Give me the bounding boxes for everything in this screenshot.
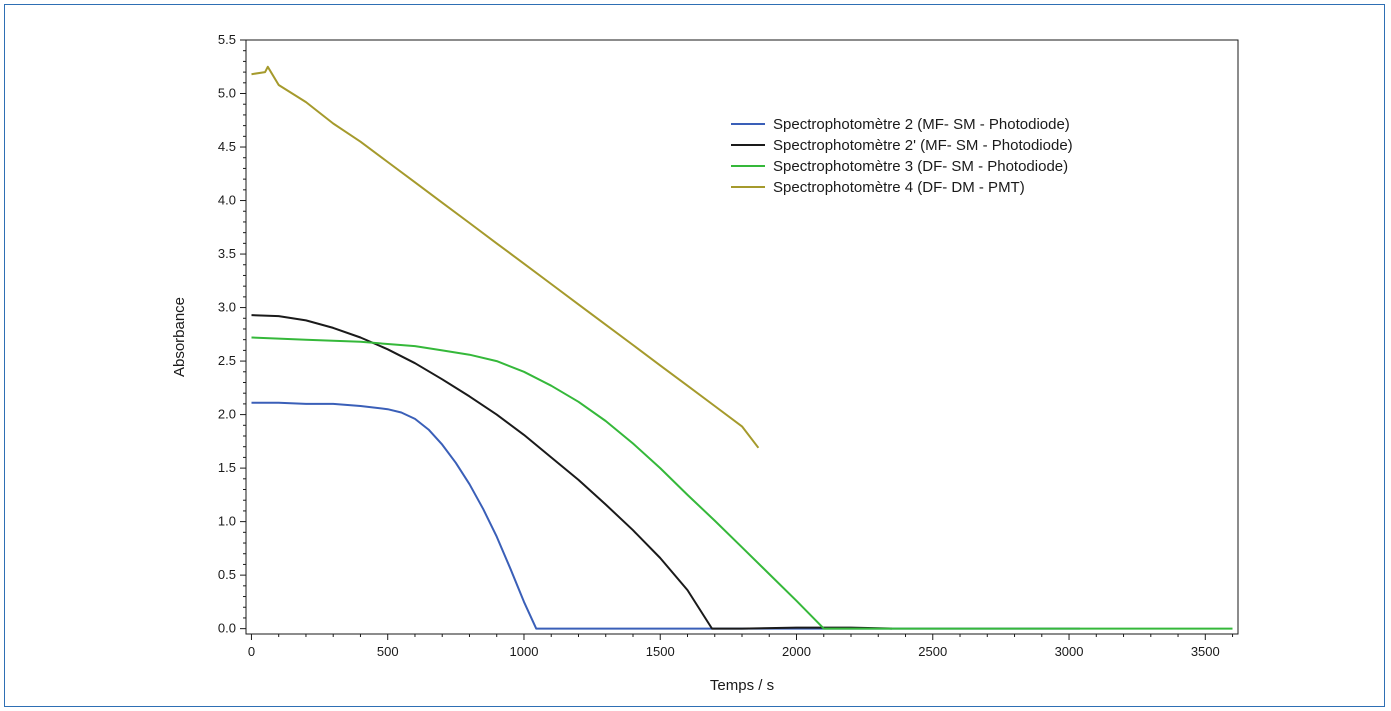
y-tick-label: 4.0 bbox=[218, 193, 236, 208]
legend-label: Spectrophotomètre 4 (DF- DM - PMT) bbox=[773, 179, 1025, 196]
y-tick-label: 5.0 bbox=[218, 86, 236, 101]
x-tick-label: 2000 bbox=[782, 644, 811, 659]
x-axis-label: Temps / s bbox=[710, 677, 774, 694]
x-tick-label: 0 bbox=[248, 644, 255, 659]
y-tick-label: 2.0 bbox=[218, 407, 236, 422]
y-axis-label: Absorbance bbox=[171, 297, 188, 377]
y-tick-label: 3.5 bbox=[218, 246, 236, 261]
y-tick-label: 1.0 bbox=[218, 514, 236, 529]
series-line-4 bbox=[251, 65, 760, 449]
y-tick-label: 0.0 bbox=[218, 621, 236, 636]
x-axis: 0 500 1000 1500 2000 2500 3000 3500 bbox=[248, 634, 1234, 659]
series-layer bbox=[251, 65, 1233, 630]
y-tick-label: 5.5 bbox=[218, 32, 236, 47]
x-tick-label: 3000 bbox=[1055, 644, 1084, 659]
legend: Spectrophotomètre 2 (MF- SM - Photodiode… bbox=[731, 116, 1073, 196]
x-tick-label: 2500 bbox=[918, 644, 947, 659]
plot-area bbox=[245, 39, 1239, 635]
figure-frame bbox=[4, 4, 1385, 707]
x-tick-label: 3500 bbox=[1191, 644, 1220, 659]
y-tick-label: 2.5 bbox=[218, 353, 236, 368]
series-line-3 bbox=[251, 336, 1233, 630]
series-line-2 bbox=[251, 314, 892, 630]
y-tick-label: 3.0 bbox=[218, 300, 236, 315]
series-line-1 bbox=[251, 401, 1080, 630]
legend-label: Spectrophotomètre 2 (MF- SM - Photodiode… bbox=[773, 116, 1070, 133]
x-tick-label: 1500 bbox=[646, 644, 675, 659]
x-tick-label: 500 bbox=[377, 644, 399, 659]
y-tick-label: 1.5 bbox=[218, 460, 236, 475]
x-tick-label: 1000 bbox=[510, 644, 539, 659]
y-tick-label: 4.5 bbox=[218, 139, 236, 154]
y-tick-label: 0.5 bbox=[218, 567, 236, 582]
y-axis: 0.0 0.5 1.0 1.5 2.0 2.5 3.0 3.5 4.0 4.5 5.0 5.5 bbox=[218, 32, 246, 636]
legend-label: Spectrophotomètre 3 (DF- SM - Photodiode… bbox=[773, 158, 1068, 175]
legend-label: Spectrophotomètre 2' (MF- SM - Photodiod… bbox=[773, 137, 1073, 154]
